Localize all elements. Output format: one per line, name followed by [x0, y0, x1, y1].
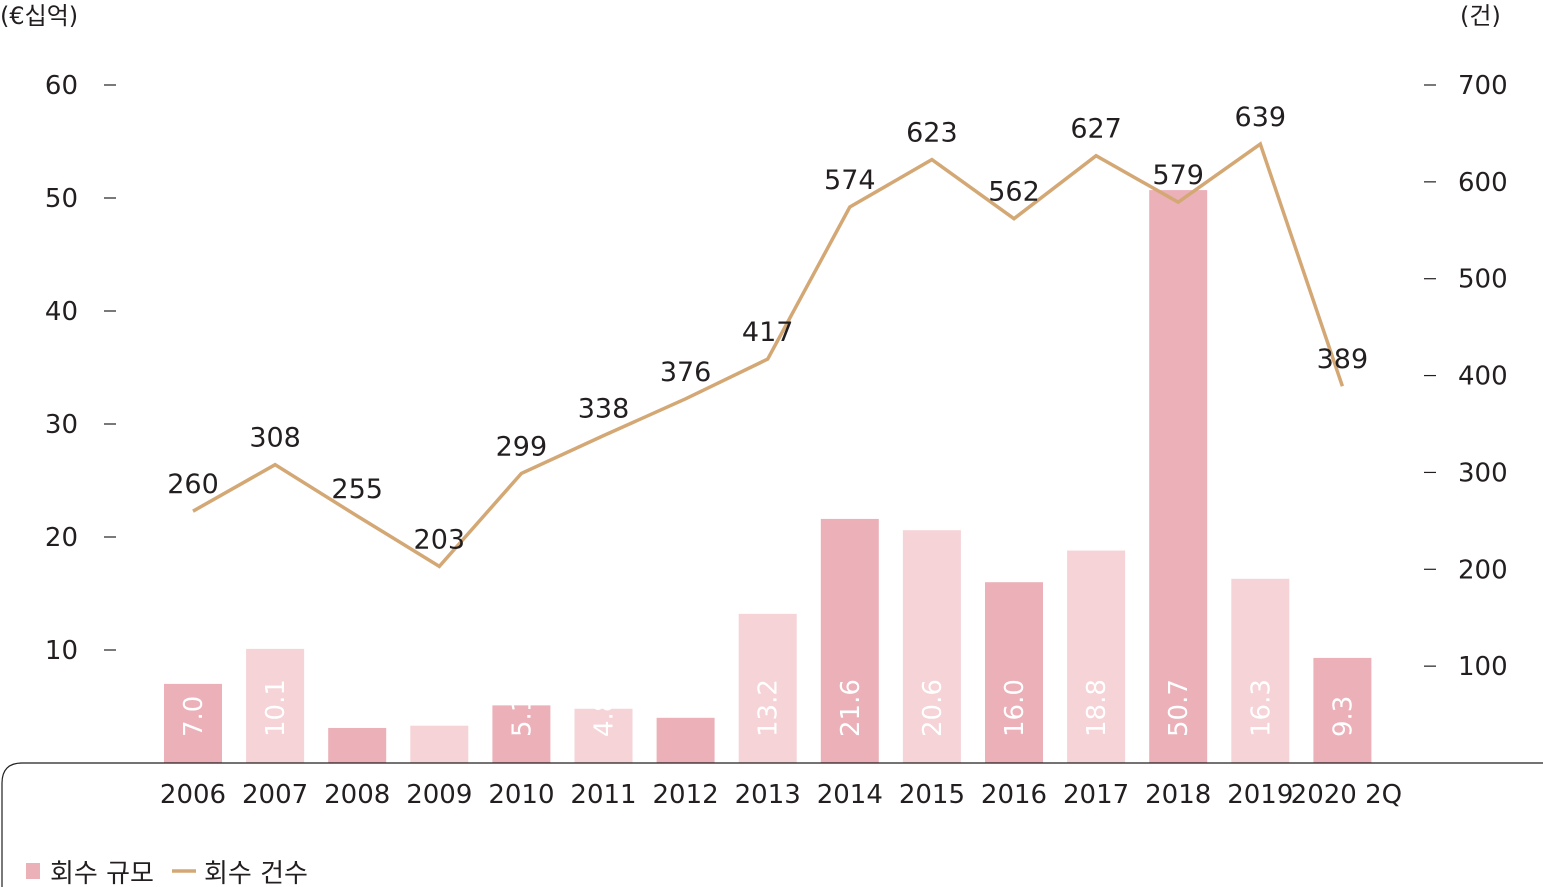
bar-value-label: 20.6	[918, 679, 948, 737]
bar-series	[164, 190, 1372, 764]
line-value-label: 299	[496, 431, 548, 462]
x-tick-label: 2016	[981, 780, 1047, 810]
bar	[738, 613, 797, 763]
right-tick-label: 500	[1458, 265, 1508, 295]
line-labels: 260 308 255 203 299 338 376 417 574 623 562 627 579 6…	[167, 102, 1368, 555]
x-tick-label: 2019	[1227, 780, 1293, 810]
x-tick-label: 2008	[324, 780, 390, 810]
bar	[1149, 190, 1208, 764]
bar-value-label: 10.1	[261, 679, 291, 737]
bar-value-label: 4.8	[590, 696, 620, 737]
left-tick-label: 20	[45, 523, 78, 553]
line-value-label: 417	[742, 317, 794, 348]
line-value-label: 574	[824, 165, 876, 196]
bar-value-label: 9.3	[1328, 696, 1358, 737]
right-tick-label: 700	[1458, 71, 1508, 101]
bar	[656, 717, 715, 763]
right-axis-unit: (건)	[1460, 2, 1501, 30]
bar	[164, 683, 222, 763]
line-value-label: 389	[1317, 344, 1369, 375]
x-tick-label: 2015	[899, 780, 965, 810]
bar	[410, 725, 469, 763]
left-tick-label: 60	[45, 71, 78, 101]
left-axis-unit: (€십억)	[0, 2, 78, 30]
x-tick-label: 2017	[1063, 780, 1129, 810]
line-value-label: 255	[331, 474, 383, 505]
legend-line-label: 회수 건수	[204, 859, 308, 887]
line-value-label: 627	[1070, 114, 1122, 145]
left-tick-label: 40	[45, 297, 78, 327]
right-tick-label: 300	[1458, 458, 1508, 488]
bar	[328, 727, 387, 763]
x-tick-label: 2018	[1145, 780, 1211, 810]
bar	[246, 648, 305, 763]
x-axis-labels: 2006 2007 2008 2009 2010 2011 2012 2013 2014 2015…	[160, 780, 1402, 810]
x-tick-label: 2012	[653, 780, 719, 810]
bar-value-label: 3.3	[425, 676, 455, 717]
x-tick-label: 2014	[817, 780, 883, 810]
line-value-label: 623	[906, 118, 958, 149]
line-value-label: 639	[1235, 102, 1287, 133]
bar	[1067, 550, 1126, 763]
right-axis: 100 200 300 400 500 600 700	[1424, 71, 1508, 682]
bar	[492, 705, 551, 763]
line-value-label: 376	[660, 357, 712, 388]
x-tick-label: 2013	[735, 780, 801, 810]
right-tick-label: 200	[1458, 555, 1508, 585]
legend: 회수 규모 회수 건수	[26, 859, 308, 887]
legend-bar-swatch	[26, 863, 40, 879]
bar-value-label: 16.3	[1246, 679, 1276, 737]
x-axis-frame	[1, 762, 1543, 887]
right-tick-label: 400	[1458, 362, 1508, 392]
line-series	[192, 141, 1345, 569]
legend-bar-label: 회수 규모	[50, 859, 154, 887]
left-tick-label: 10	[45, 636, 78, 666]
bar-value-label: 16.0	[1000, 679, 1030, 737]
x-tick-label: 2010	[488, 780, 554, 810]
x-tick-label: 2006	[160, 780, 226, 810]
bar-value-label: 13.2	[754, 679, 784, 737]
bar-value-label: 5.1	[507, 696, 537, 737]
x-tick-label: 2011	[570, 780, 636, 810]
bar-value-label: 18.8	[1082, 679, 1112, 737]
bar	[574, 708, 633, 763]
x-tick-label: 2020 2Q	[1291, 780, 1402, 810]
left-axis: 10 20 30 40 50 60	[45, 71, 116, 666]
bar-labels: 7.0 10.1 3.1 3.3 5.1 4.8 4.0 13.2 21.6 20.6 16.0 18…	[179, 668, 1358, 737]
x-tick-label: 2009	[406, 780, 472, 810]
bar	[820, 518, 879, 763]
bar-value-label: 4.0	[672, 668, 702, 709]
bar-value-label: 3.1	[343, 679, 373, 720]
line-value-label: 203	[414, 524, 466, 555]
right-tick-label: 100	[1458, 652, 1508, 682]
bar-value-label: 7.0	[179, 696, 209, 737]
line-value-label: 260	[167, 469, 219, 500]
bar	[1313, 657, 1372, 763]
line-value-label: 579	[1152, 160, 1204, 191]
bar-value-label: 50.7	[1164, 679, 1194, 737]
bar-value-label: 21.6	[836, 679, 866, 737]
bar	[985, 582, 1043, 763]
x-tick-label: 2007	[242, 780, 308, 810]
line-value-label: 562	[988, 177, 1040, 208]
left-tick-label: 50	[45, 184, 78, 214]
bar	[1231, 578, 1290, 763]
right-tick-label: 600	[1458, 168, 1508, 198]
bar	[902, 530, 961, 763]
line-value-label: 338	[578, 394, 630, 425]
line-value-label: 308	[249, 423, 301, 454]
left-tick-label: 30	[45, 410, 78, 440]
